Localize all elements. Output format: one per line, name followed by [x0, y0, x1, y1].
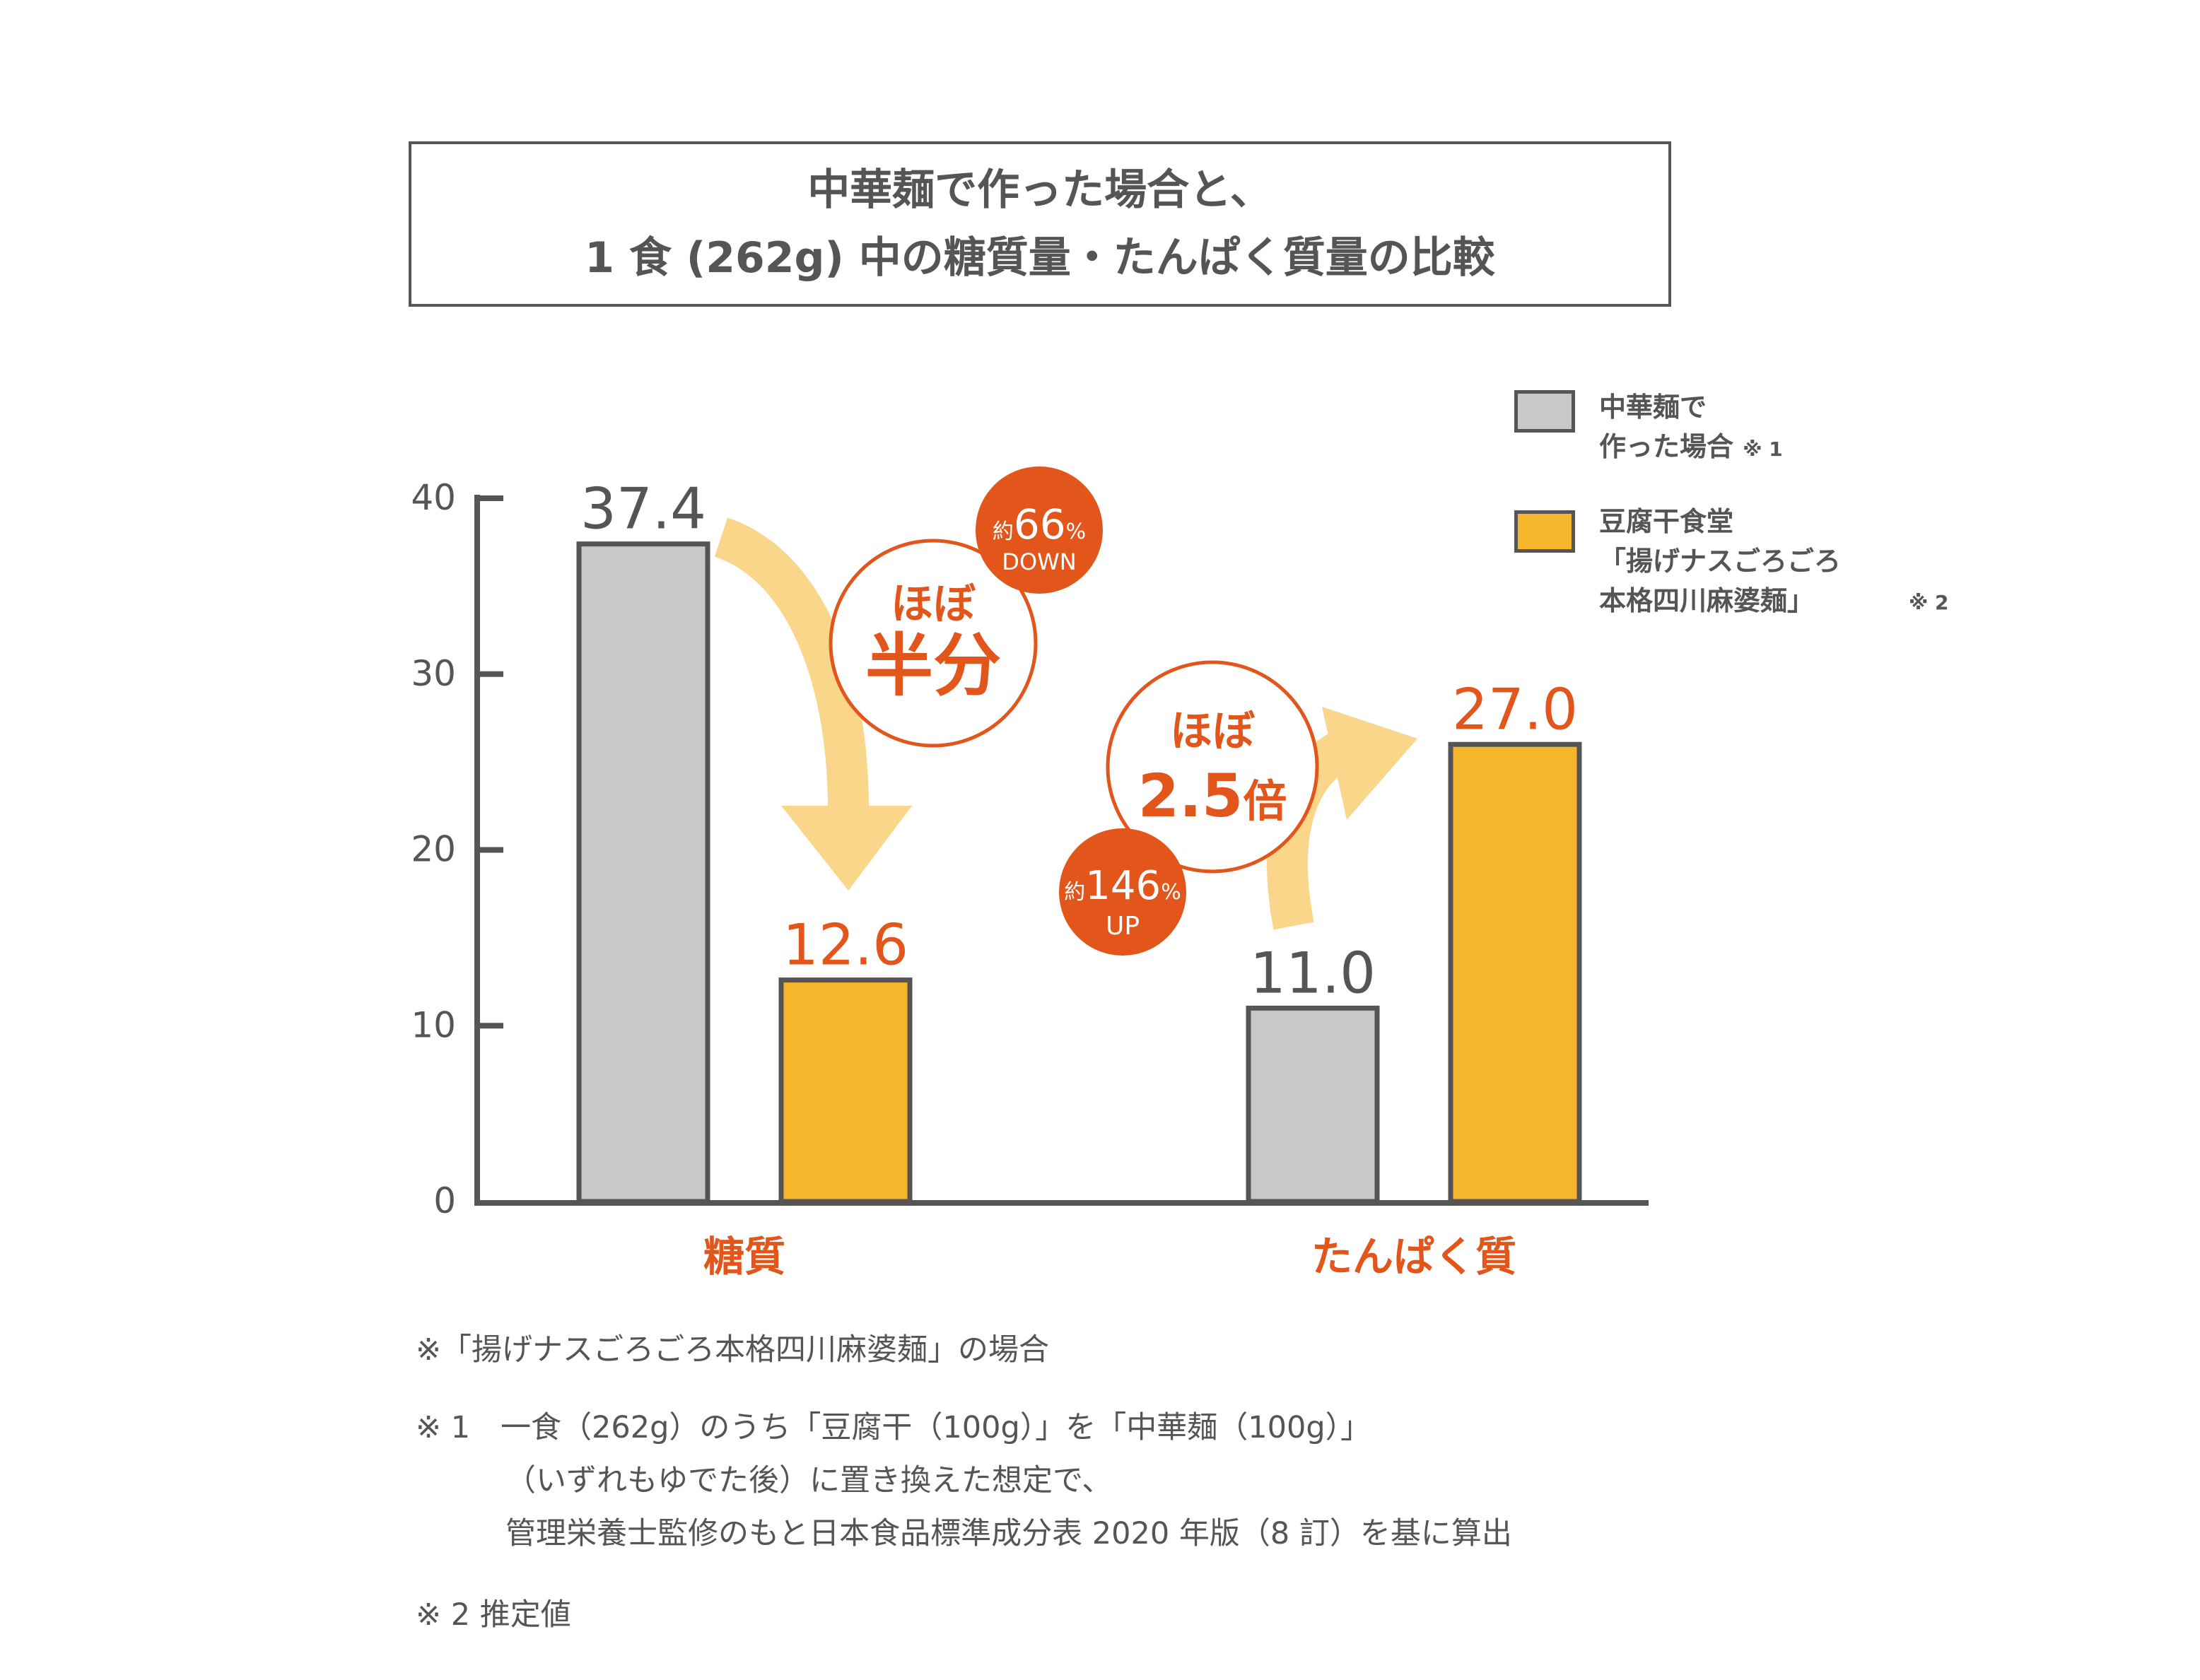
- legend-swatch-toufugan: [1514, 510, 1575, 553]
- category-label-protein: たんぱく質: [1311, 1233, 1516, 1281]
- bar-protein-toufugan: [1448, 741, 1582, 1204]
- carb-badge-percent: %: [1066, 519, 1087, 544]
- protein-badge-percent: %: [1161, 880, 1181, 905]
- carb-callout-line1: ほぼ: [891, 580, 976, 629]
- data-label-carb-chinese-noodle: 37.4: [580, 476, 706, 542]
- carb-badge: 約66% DOWN: [976, 466, 1103, 594]
- legend-item1-line2: 作った場合 ※ 1: [1599, 427, 1783, 469]
- svg-text:2.5倍: 2.5倍: [1138, 761, 1287, 830]
- protein-callout-line1: ほぼ: [1170, 707, 1256, 756]
- protein-callout-unit: 倍: [1243, 775, 1287, 827]
- carb-callout: ほぼ 半分: [829, 539, 1038, 748]
- y-tick-label: 30: [411, 653, 456, 694]
- protein-badge: 約146% UP: [1059, 828, 1186, 956]
- protein-badge-number: 146: [1085, 863, 1161, 909]
- title-box: 中華麺で作った場合と、 1 食 (262g) 中の糖質量・たんぱく質量の比較: [409, 141, 1671, 307]
- footnote-1-line1: ※ 1 一食（262g）のうち「豆腐干（100g）」を「中華麺（100g）」: [416, 1410, 1371, 1445]
- legend-item1-line2-text: 作った場合: [1599, 431, 1734, 462]
- legend-swatch-chinese-noodle: [1514, 390, 1575, 433]
- carb-badge-prefix: 約: [993, 519, 1014, 544]
- protein-badge-prefix: 約: [1064, 880, 1085, 905]
- data-label-protein-toufugan: 27.0: [1452, 676, 1578, 742]
- legend-label-chinese-noodle: 中華麺で 作った場合 ※ 1: [1599, 387, 1783, 469]
- down-arrow: [713, 517, 912, 891]
- footnote-case: ※「揚げナスごろごろ本格四川麻婆麺」の場合: [416, 1332, 1050, 1368]
- legend-label-toufugan: 豆腐干食堂 「揚げナスごろごろ 本格四川麻婆麺」: [1599, 502, 1841, 621]
- footnote-2: ※ 2 推定値: [416, 1597, 571, 1633]
- carb-callout-line2: 半分: [865, 626, 1001, 705]
- chart-title-line1: 中華麺で作った場合と、: [807, 165, 1272, 215]
- bar-carb-chinese-noodle: [576, 541, 710, 1204]
- legend-item2-note: ※ 2: [1909, 591, 1949, 614]
- data-label-carb-toufugan: 12.6: [783, 912, 908, 978]
- category-label-carb: 糖質: [703, 1233, 785, 1281]
- protein-callout: ほぼ 2.5倍: [1106, 660, 1319, 874]
- legend-item1-line1: 中華麺で: [1599, 392, 1707, 423]
- legend-item2-line3: 本格四川麻婆麺」: [1599, 585, 1815, 616]
- footnote-1-line3: 管理栄養士監修のもと日本食品標準成分表 2020 年版（8 訂）を基に算出: [505, 1516, 1512, 1551]
- bar-protein-chinese-noodle: [1246, 1005, 1380, 1204]
- data-label-protein-chinese-noodle: 11.0: [1250, 940, 1376, 1006]
- protein-badge-sub: UP: [1106, 912, 1140, 941]
- y-tick-label: 20: [411, 829, 456, 870]
- carb-badge-sub: DOWN: [1002, 548, 1076, 575]
- svg-text:約146%: 約146%: [1064, 863, 1181, 909]
- legend-item2-line1: 豆腐干食堂: [1599, 506, 1734, 537]
- carb-badge-number: 66: [1014, 500, 1066, 548]
- y-tick-label: 0: [433, 1180, 456, 1221]
- footnote-1-line2: （いずれもゆでた後）に置き換えた想定で、: [505, 1463, 1113, 1498]
- bar-carb-toufugan: [778, 977, 913, 1204]
- y-tick-label: 40: [411, 477, 456, 518]
- y-tick-label: 10: [411, 1004, 456, 1045]
- legend-item2-line2: 「揚げナスごろごろ: [1599, 546, 1842, 577]
- protein-callout-number: 2.5: [1138, 761, 1244, 830]
- chart-title-line2: 1 食 (262g) 中の糖質量・たんぱく質量の比較: [585, 233, 1495, 283]
- svg-text:約66%: 約66%: [993, 500, 1086, 548]
- legend-item1-note: ※ 1: [1743, 437, 1783, 461]
